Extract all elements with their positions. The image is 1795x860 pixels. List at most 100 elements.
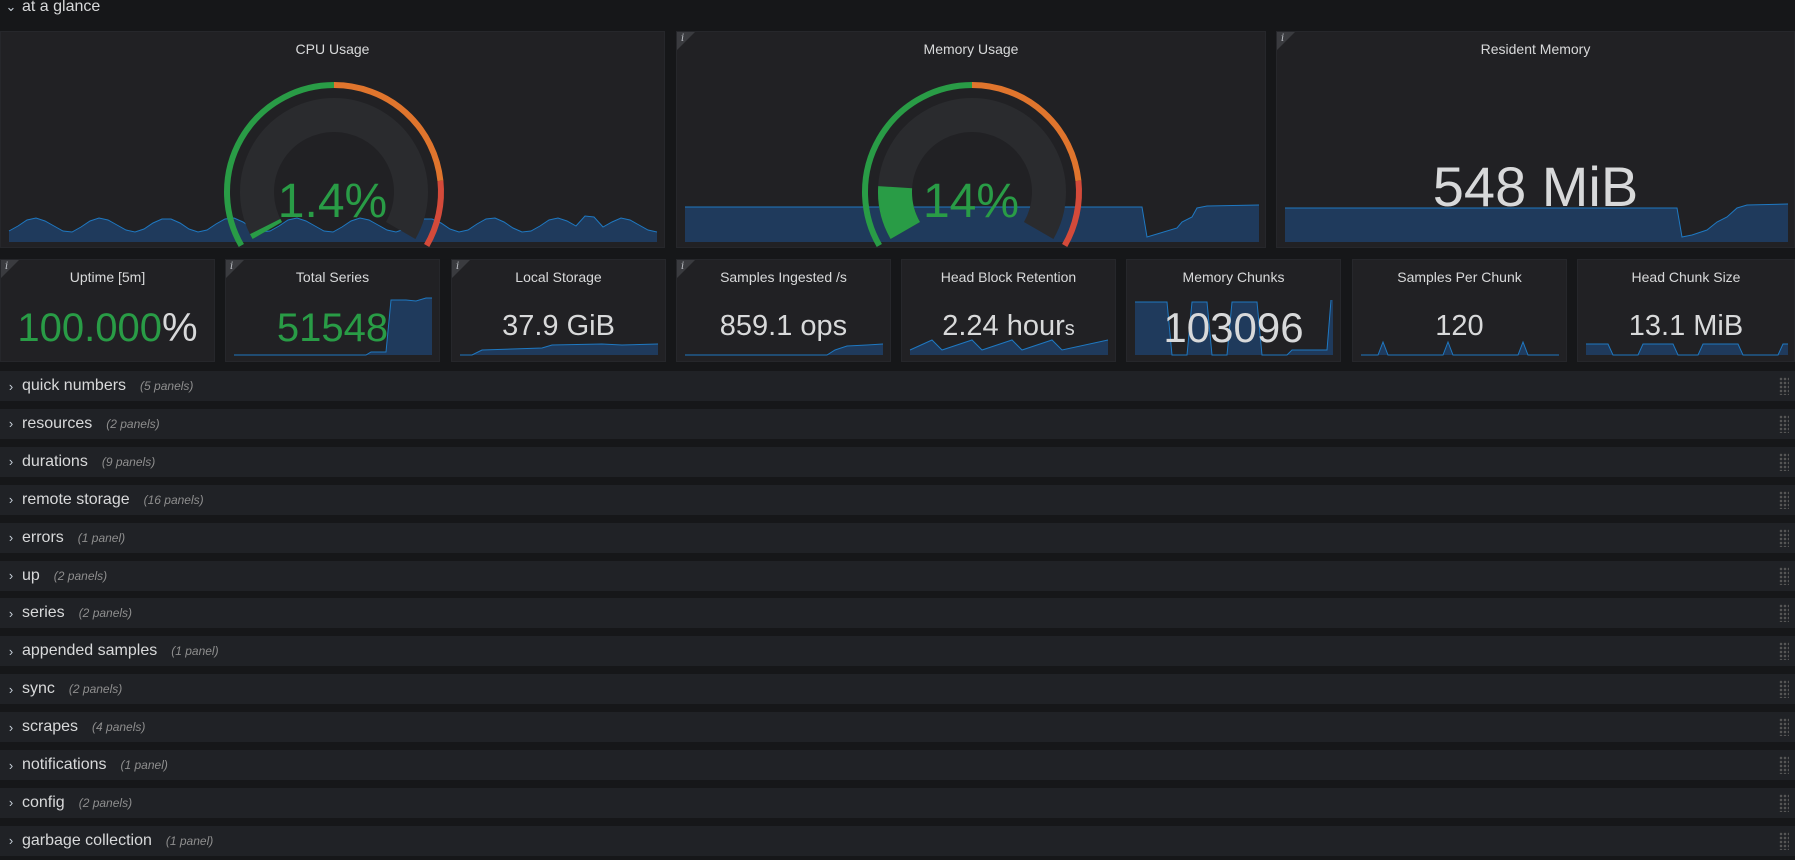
- sparkline-line: [1135, 299, 1332, 356]
- sparkline-line: [1361, 340, 1559, 356]
- head-chunk-size-panel[interactable]: Head Chunk Size 13.1 MiB: [1577, 259, 1795, 362]
- sparkline-area: [234, 298, 432, 355]
- res-sparkline-line: [1285, 203, 1789, 238]
- row-panel-count: (2 panels): [68, 682, 123, 697]
- chevron-right-icon: ›: [8, 416, 14, 432]
- sparkline-line: [685, 343, 884, 356]
- cpu-gauge-track: [240, 98, 428, 239]
- sparkline-line: [460, 343, 659, 356]
- panel-title: Samples Ingested /s: [720, 269, 847, 285]
- info-corner[interactable]: [226, 260, 244, 278]
- row-quick-numbers[interactable]: › quick numbers (5 panels): [0, 371, 1795, 401]
- stat-value-wrap: 100.000%: [1, 306, 214, 351]
- row-title: errors: [22, 528, 64, 546]
- head-block-retention-sparkline: [909, 339, 1109, 355]
- info-icon[interactable]: i: [1281, 33, 1285, 44]
- info-corner[interactable]: [1, 260, 19, 278]
- drag-handle-icon[interactable]: [1779, 490, 1789, 509]
- row-panel-count: (4 panels): [92, 720, 146, 735]
- stat-unit: %: [162, 306, 198, 350]
- chevron-right-icon: ›: [8, 757, 14, 773]
- chevron-right-icon: ›: [8, 605, 14, 621]
- row-errors[interactable]: › errors (1 panel): [0, 522, 1795, 553]
- samples-per-chunk-panel[interactable]: Samples Per Chunk 120: [1352, 259, 1567, 362]
- sparkline-area: [1135, 300, 1333, 355]
- row-panel-count: (5 panels): [140, 379, 194, 393]
- drag-handle-icon[interactable]: [1779, 566, 1789, 585]
- memory-usage-panel[interactable]: i Memory Usage 14%: [676, 31, 1266, 248]
- drag-handle-icon[interactable]: [1779, 642, 1789, 661]
- resident-memory-panel[interactable]: i Resident Memory 548 MiB: [1276, 31, 1795, 248]
- cpu-gauge-value-fill: [249, 218, 283, 240]
- row-panel-count: (2 panels): [78, 795, 133, 810]
- row-resources[interactable]: › resources (2 panels): [0, 408, 1795, 439]
- local-storage-sparkline: [460, 343, 659, 356]
- info-icon[interactable]: i: [5, 261, 9, 272]
- memory-gauge-chart: [685, 82, 1260, 247]
- cpu-gauge-threshold-red: [424, 180, 444, 247]
- sparkline-line: [909, 339, 1109, 351]
- row-notifications[interactable]: › notifications (1 panel): [0, 750, 1795, 780]
- row-panel-count: (2 panels): [106, 416, 160, 431]
- cpu-gauge-chart: [8, 82, 658, 247]
- row-sync[interactable]: › sync (2 panels): [0, 674, 1795, 705]
- total-series-panel[interactable]: i Total Series 51548: [225, 259, 440, 362]
- memory-chunks-panel[interactable]: Memory Chunks 103096: [1126, 259, 1341, 362]
- drag-handle-icon[interactable]: [1779, 604, 1789, 623]
- drag-handle-icon[interactable]: [1779, 793, 1789, 812]
- drag-handle-icon[interactable]: [1779, 680, 1789, 699]
- panel-title: Total Series: [295, 269, 370, 285]
- drag-handle-icon[interactable]: [1779, 528, 1789, 547]
- row-appended-samples[interactable]: › appended samples (1 panel): [0, 636, 1795, 667]
- panel-title: Uptime [5m]: [69, 269, 146, 285]
- drag-handle-icon[interactable]: [1779, 414, 1789, 433]
- info-corner[interactable]: [677, 32, 695, 50]
- info-icon[interactable]: i: [230, 261, 234, 272]
- info-corner[interactable]: [677, 260, 695, 278]
- stat-value: 13.1 MiB: [1628, 310, 1744, 342]
- head-block-retention-panel[interactable]: Head Block Retention 2.24 hours: [901, 259, 1116, 362]
- local-storage-panel[interactable]: i Local Storage 37.9 GiB: [451, 259, 666, 362]
- row-title: series: [22, 604, 65, 622]
- uptime-panel[interactable]: i Uptime [5m] 100.000%: [0, 259, 215, 362]
- info-icon[interactable]: i: [681, 33, 685, 44]
- row-durations[interactable]: › durations (9 panels): [0, 446, 1795, 477]
- drag-handle-icon[interactable]: [1779, 377, 1789, 395]
- row-config[interactable]: › config (2 panels): [0, 787, 1795, 818]
- info-corner[interactable]: [452, 260, 470, 278]
- drag-handle-icon[interactable]: [1779, 831, 1789, 850]
- row-title: sync: [22, 680, 55, 698]
- chevron-right-icon: ›: [8, 833, 14, 849]
- section-header-at-a-glance[interactable]: ⌄ at a glance: [0, 0, 1795, 21]
- cpu-usage-panel[interactable]: CPU Usage 1.4%: [0, 31, 665, 248]
- info-icon[interactable]: i: [456, 261, 460, 272]
- mem-gauge-threshold-orange: [971, 82, 1082, 182]
- row-panel-count: (1 panel): [171, 644, 219, 659]
- row-garbage-collection[interactable]: › garbage collection (1 panel): [0, 825, 1795, 856]
- stat-value: 103096: [1163, 304, 1304, 351]
- row-remote-storage[interactable]: › remote storage (16 panels): [0, 484, 1795, 515]
- sparkline-area: [685, 344, 883, 355]
- cpu-gauge-threshold-orange: [333, 82, 444, 182]
- res-sparkline-area: [1285, 204, 1788, 242]
- sparkline-area: [460, 344, 658, 355]
- row-panel-count: (9 panels): [101, 454, 156, 469]
- stat-value: 2.24 hour: [942, 310, 1065, 342]
- mem-gauge-value-fill: [878, 186, 921, 239]
- row-up[interactable]: › up (2 panels): [0, 560, 1795, 591]
- stat-unit: s: [1064, 318, 1075, 340]
- drag-handle-icon[interactable]: [1779, 756, 1789, 774]
- mem-sparkline-line: [685, 204, 1260, 238]
- info-icon[interactable]: i: [681, 261, 685, 272]
- sparkline-area: [1586, 344, 1788, 355]
- row-series[interactable]: › series (2 panels): [0, 598, 1795, 629]
- gauge-value: 1.4%: [277, 175, 388, 228]
- samples-ingested-sparkline: [685, 343, 884, 356]
- chevron-right-icon: ›: [8, 795, 14, 811]
- drag-handle-icon[interactable]: [1779, 718, 1789, 737]
- samples-ingested-panel[interactable]: i Samples Ingested /s 859.1 ops: [676, 259, 891, 362]
- sparkline-line: [234, 297, 432, 356]
- drag-handle-icon[interactable]: [1779, 452, 1789, 471]
- row-scrapes[interactable]: › scrapes (4 panels): [0, 712, 1795, 743]
- info-corner[interactable]: [1277, 32, 1295, 50]
